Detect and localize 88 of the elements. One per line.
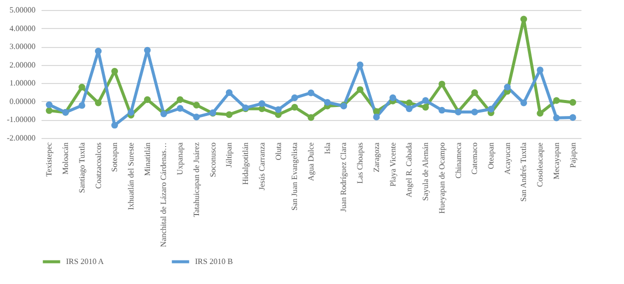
- point: [324, 98, 331, 106]
- x-tick-label: Ixhuatlán del Sureste: [126, 142, 136, 210]
- point: [553, 114, 560, 122]
- point: [308, 89, 314, 96]
- x-tick-label: Soconusco: [208, 142, 218, 178]
- point: [438, 80, 446, 88]
- point: [356, 62, 364, 68]
- point: [193, 102, 200, 108]
- x-tick-label: Soteapan: [110, 142, 120, 172]
- x-tick-label: San Andrés Tuxtla: [519, 142, 528, 202]
- y-tick-label: 0.00000: [10, 96, 36, 106]
- x-tick-label: Oluta: [274, 142, 283, 160]
- x-tick-label: Minatitlán: [142, 142, 152, 176]
- point: [569, 114, 576, 121]
- point: [471, 89, 478, 96]
- point: [226, 89, 233, 96]
- x-tick-label: Isla: [322, 142, 332, 154]
- point: [176, 96, 184, 103]
- x-tick-label: Tatahuicapan de Juárez: [192, 142, 201, 218]
- point: [389, 94, 396, 102]
- point: [356, 86, 364, 93]
- y-tick-label: 5.00000: [10, 6, 36, 14]
- point: [291, 104, 298, 111]
- x-tick-label: Angel R. Cabada: [404, 142, 414, 198]
- x-tick-label: Oteapan: [486, 142, 496, 170]
- point: [128, 109, 134, 116]
- point: [111, 122, 118, 129]
- point: [94, 48, 102, 54]
- point: [471, 108, 478, 116]
- point: [520, 16, 528, 22]
- point: [258, 100, 266, 107]
- point: [536, 110, 544, 117]
- point: [46, 101, 53, 108]
- point: [193, 114, 200, 120]
- x-tick-label: Chinameca: [454, 142, 463, 178]
- point: [46, 107, 53, 114]
- x-tick-label: Jesús Carranza: [257, 142, 266, 190]
- point: [504, 84, 511, 91]
- x-tick-label: Cosoleacaque: [536, 142, 545, 187]
- point: [488, 106, 494, 112]
- y-tick-label: 3.00000: [10, 42, 36, 52]
- x-tick-label: Acayucan: [502, 142, 512, 174]
- point: [144, 96, 151, 103]
- legend-label: IRS 2010 B: [195, 256, 233, 266]
- x-tick-label: Moloacán: [61, 142, 70, 174]
- x-tick-label: Agua Dulce: [306, 142, 316, 181]
- x-tick-label: Jáltipan: [224, 142, 234, 168]
- point: [569, 98, 576, 106]
- x-tick-label: Coatzacoalcos: [94, 142, 103, 189]
- point: [553, 97, 560, 104]
- y-tick-label: -1.00000: [6, 115, 36, 124]
- x-tick-label: Juan Rodríguez Clara: [339, 142, 348, 212]
- x-tick-label: Sayula de Alemán: [421, 142, 430, 201]
- y-tick-label: 1.00000: [10, 78, 36, 88]
- point: [94, 100, 102, 106]
- y-tick-label: 2.00000: [10, 60, 36, 70]
- point: [422, 97, 429, 104]
- x-tick-label: Santiago Tuxtla: [77, 142, 86, 193]
- point: [291, 94, 298, 102]
- x-tick-label: Pajapan: [568, 142, 578, 168]
- x-tick-label: Nanchital de Lázaro Cárdenas…: [159, 142, 168, 248]
- x-tick-label: San Juan Evangelista: [290, 142, 300, 210]
- point: [78, 84, 86, 91]
- y-tick-label: -2.00000: [6, 134, 36, 142]
- point: [274, 106, 282, 114]
- x-tick-label: Zaragoza: [372, 142, 381, 172]
- point: [438, 106, 446, 114]
- x-tick-label: Hueyapan de Ocampo: [437, 142, 446, 214]
- point: [373, 114, 380, 120]
- point: [520, 100, 528, 106]
- point: [536, 66, 544, 74]
- point: [78, 102, 86, 109]
- point: [226, 111, 233, 118]
- y-tick-label: 4.00000: [10, 24, 36, 33]
- point: [176, 105, 184, 112]
- point: [422, 104, 429, 111]
- x-tick-label: Playa Vicente: [388, 142, 398, 187]
- x-tick-label: Catemaco: [470, 142, 480, 174]
- point: [144, 46, 151, 54]
- x-tick-label: Las Choapas: [356, 142, 365, 184]
- point: [406, 100, 413, 106]
- point: [308, 114, 314, 121]
- x-tick-label: Uxpanapa: [176, 142, 185, 175]
- x-tick-label: Mecayapan: [552, 142, 561, 180]
- legend-label: IRS 2010 A: [66, 256, 104, 266]
- x-tick-label: Hidalgotitlán: [241, 142, 250, 185]
- point: [406, 105, 413, 112]
- x-tick-label: Texistepec: [44, 142, 54, 177]
